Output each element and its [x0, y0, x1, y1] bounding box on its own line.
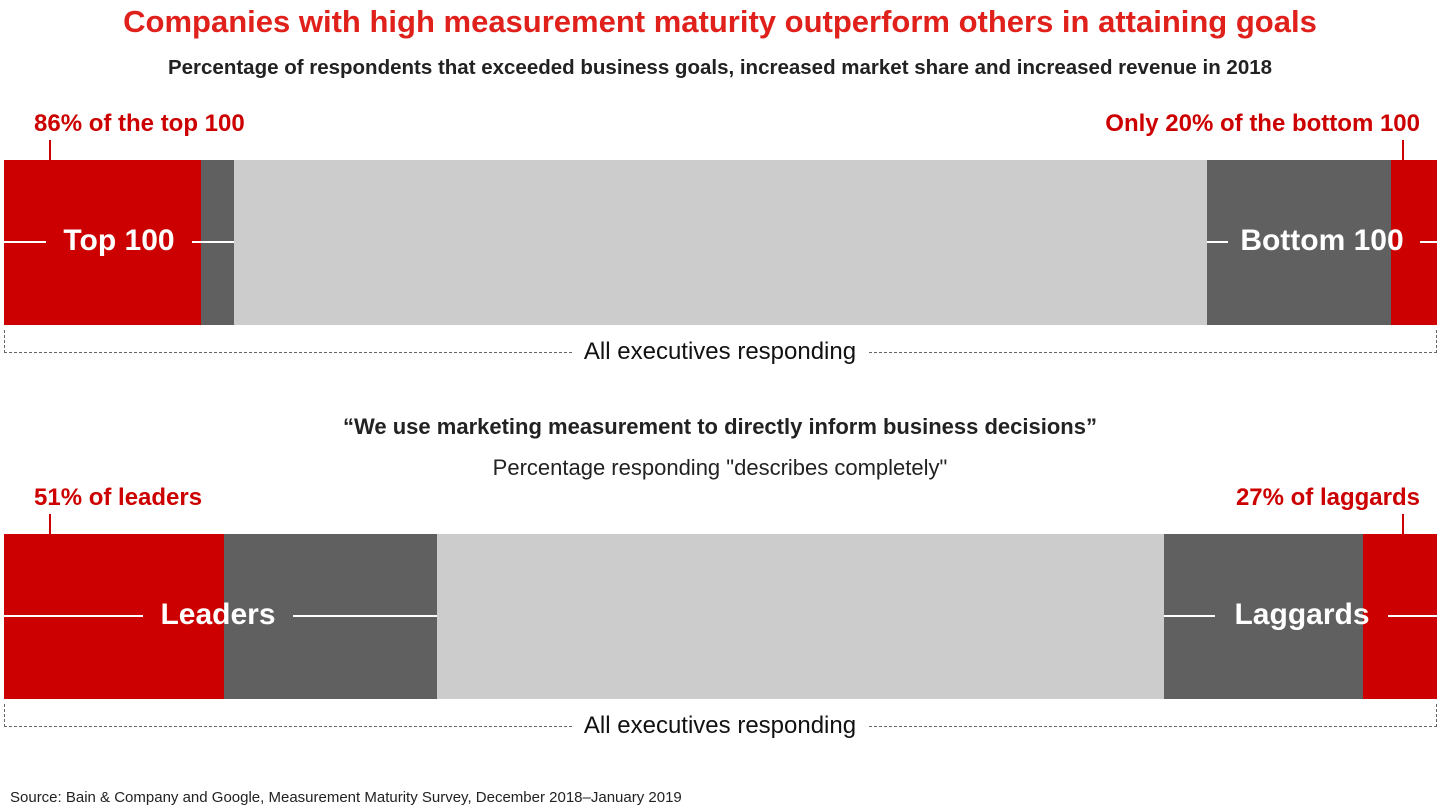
category-label-bottom-100: Bottom 100 — [1240, 224, 1404, 257]
bracket-label-text: All executives responding — [571, 338, 869, 365]
bracket-line — [1164, 615, 1215, 617]
bracket-line — [293, 615, 437, 617]
bracket-label-text: All executives responding — [571, 712, 869, 739]
bracket-label: All executives responding — [0, 338, 1440, 366]
category-label-leaders: Leaders — [160, 598, 276, 631]
bracket-label: All executives responding — [0, 712, 1440, 740]
leader-line-laggards — [1402, 514, 1404, 534]
annotation-bottom-100: Only 20% of the bottom 100 — [1105, 110, 1420, 137]
bar-chart-1: Top 100 Bottom 100 — [4, 160, 1437, 325]
source-note: Source: Bain & Company and Google, Measu… — [10, 789, 682, 806]
bracket-line — [1420, 241, 1437, 243]
leader-line-leaders — [49, 514, 51, 534]
bracket-line — [4, 615, 143, 617]
chart-2-subtitle: Percentage responding "describes complet… — [492, 455, 948, 480]
bracket-line — [1207, 241, 1228, 243]
annotation-leaders: 51% of leaders — [34, 484, 203, 511]
bar-chart-2: Leaders Laggards — [4, 534, 1437, 699]
chart-subtitle: Percentage of respondents that exceeded … — [167, 56, 1273, 79]
leader-line-bottom-100 — [1402, 140, 1404, 160]
bracket-line — [192, 241, 234, 243]
bracket-line — [1388, 615, 1437, 617]
bar-bottom-100-rest — [1207, 160, 1391, 325]
annotation-laggards: 27% of laggards — [1235, 484, 1420, 511]
bar-middle — [234, 160, 1207, 325]
bar-middle — [437, 534, 1164, 699]
leader-line-top-100 — [49, 140, 51, 160]
chart-2-title: “We use marketing measurement to directl… — [343, 414, 1097, 439]
category-label-laggards: Laggards — [1234, 598, 1370, 631]
annotation-top-100: 86% of the top 100 — [34, 110, 245, 137]
bracket-line — [4, 241, 46, 243]
chart-title: Companies with high measurement maturity… — [123, 4, 1317, 39]
category-label-top-100: Top 100 — [63, 224, 175, 257]
